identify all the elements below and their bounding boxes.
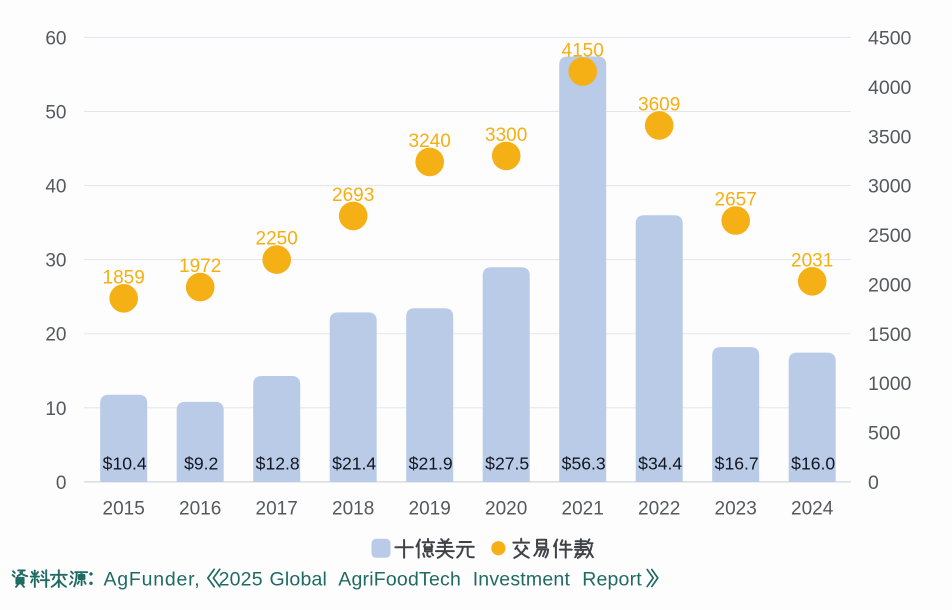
svg-text:3240: 3240 <box>409 131 451 152</box>
svg-text:2250: 2250 <box>256 229 298 250</box>
svg-text:2500: 2500 <box>868 225 912 247</box>
svg-text:2693: 2693 <box>332 185 374 206</box>
svg-text:30: 30 <box>45 251 66 272</box>
svg-text:2023: 2023 <box>715 498 757 519</box>
svg-text:AgFunder,: AgFunder, <box>104 568 201 590</box>
svg-text:2031: 2031 <box>791 250 833 271</box>
svg-text:$21.9: $21.9 <box>409 454 453 474</box>
svg-text:500: 500 <box>868 423 901 445</box>
svg-text:3300: 3300 <box>485 125 527 146</box>
svg-text:1859: 1859 <box>103 267 145 288</box>
svg-text:1000: 1000 <box>868 373 912 395</box>
svg-text:$10.4: $10.4 <box>103 454 147 474</box>
svg-text:2016: 2016 <box>179 498 221 519</box>
svg-text:2657: 2657 <box>715 190 757 211</box>
svg-text:2020: 2020 <box>485 498 527 519</box>
svg-text:2000: 2000 <box>868 274 912 296</box>
svg-text:20: 20 <box>45 325 66 346</box>
svg-text:50: 50 <box>45 103 66 124</box>
svg-text:2022: 2022 <box>638 498 680 519</box>
svg-text:$9.2: $9.2 <box>184 454 218 474</box>
svg-text:1500: 1500 <box>868 324 912 346</box>
svg-text:40: 40 <box>45 177 66 198</box>
svg-text:0: 0 <box>868 472 879 494</box>
svg-text:AgriFoodTech: AgriFoodTech <box>338 568 461 590</box>
svg-text:$16.0: $16.0 <box>791 454 835 474</box>
svg-text:4000: 4000 <box>868 77 912 99</box>
svg-text:$27.5: $27.5 <box>485 454 529 474</box>
svg-text:1972: 1972 <box>179 256 221 277</box>
svg-text:$12.8: $12.8 <box>256 454 300 474</box>
svg-text:Investment: Investment <box>473 568 571 590</box>
svg-text:$16.7: $16.7 <box>715 454 759 474</box>
svg-text:2021: 2021 <box>562 498 604 519</box>
svg-text:2018: 2018 <box>332 498 374 519</box>
svg-text:60: 60 <box>45 28 66 49</box>
svg-text:$21.4: $21.4 <box>332 454 376 474</box>
svg-text:2019: 2019 <box>409 498 451 519</box>
svg-text:2017: 2017 <box>256 498 298 519</box>
svg-text:2025: 2025 <box>219 568 263 590</box>
svg-text:2015: 2015 <box>103 498 145 519</box>
svg-text:3000: 3000 <box>868 176 912 198</box>
svg-text:4500: 4500 <box>868 28 912 50</box>
svg-text:2024: 2024 <box>791 498 834 519</box>
svg-text:0: 0 <box>56 473 67 494</box>
svg-text:Global: Global <box>270 568 328 590</box>
svg-text:3500: 3500 <box>868 126 912 148</box>
svg-text:Report: Report <box>582 568 642 590</box>
svg-text:$56.3: $56.3 <box>562 454 606 474</box>
svg-text:$34.4: $34.4 <box>638 454 682 474</box>
svg-text:3609: 3609 <box>638 94 680 115</box>
svg-text:10: 10 <box>45 399 66 420</box>
svg-text:4150: 4150 <box>562 41 604 62</box>
